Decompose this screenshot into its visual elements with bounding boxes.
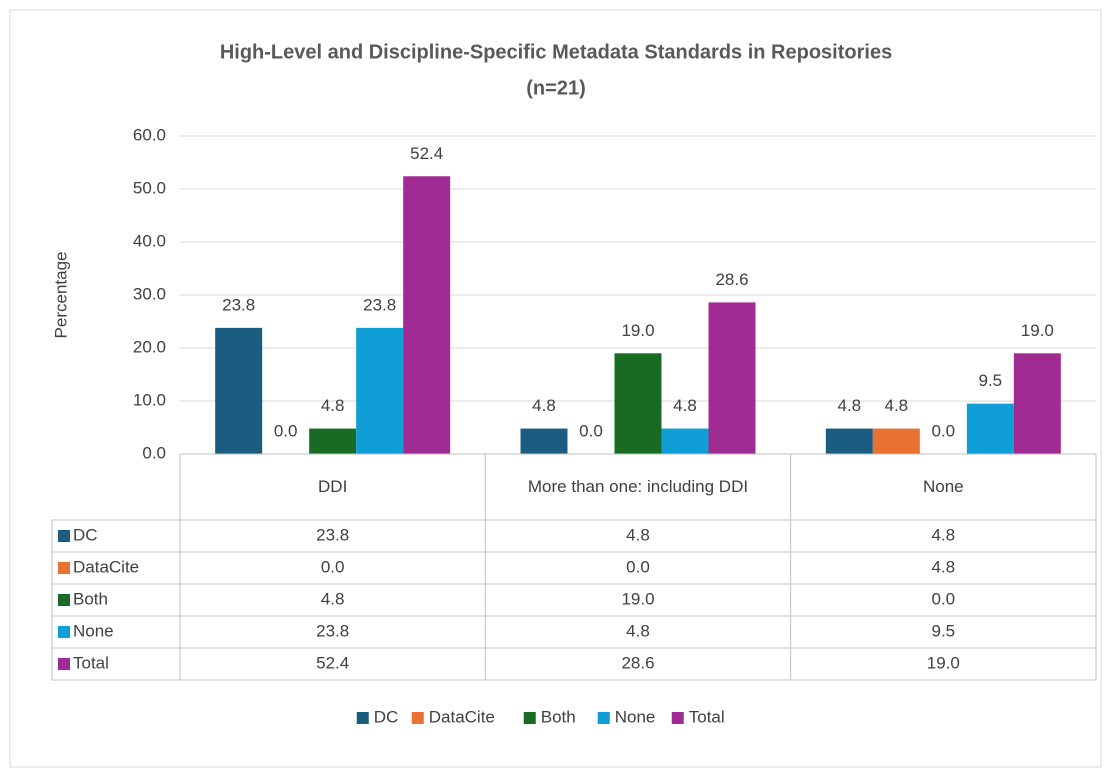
bar	[825, 428, 873, 454]
legend-key	[58, 594, 70, 606]
data-label: 4.8	[838, 396, 862, 415]
table-cell: 9.5	[932, 621, 956, 640]
table-cell: 0.0	[626, 557, 650, 576]
table-cell: 19.0	[927, 653, 960, 672]
data-label: 23.8	[363, 295, 396, 314]
table-cell: 28.6	[621, 653, 654, 672]
legend-key	[58, 562, 70, 574]
data-label: 0.0	[579, 421, 603, 440]
data-label: 0.0	[274, 421, 298, 440]
legend-key	[58, 530, 70, 542]
legend-label: Total	[689, 707, 725, 726]
data-label: 23.8	[222, 295, 255, 314]
data-label: 4.8	[673, 396, 697, 415]
y-tick-label: 50.0	[133, 178, 166, 197]
table-cell: 19.0	[621, 589, 654, 608]
chart-title: High-Level and Discipline-Specific Metad…	[220, 41, 892, 63]
data-label: 28.6	[715, 270, 748, 289]
x-tick-label: More than one: including DDI	[527, 477, 749, 496]
data-label: 0.0	[932, 421, 956, 440]
table-cell: 52.4	[316, 653, 349, 672]
table-cell: 23.8	[316, 621, 349, 640]
data-label: 52.4	[410, 144, 443, 163]
legend-key	[671, 712, 684, 724]
table-cell: 4.8	[321, 589, 345, 608]
bar	[215, 327, 263, 454]
legend-key	[58, 626, 70, 638]
table-cell: 23.8	[316, 525, 349, 544]
table-cell: 4.8	[932, 557, 956, 576]
data-label: 19.0	[1021, 321, 1054, 340]
bar	[661, 428, 709, 454]
y-tick-label: 10.0	[133, 390, 166, 409]
bar	[614, 353, 662, 454]
legend-key	[356, 712, 369, 724]
x-tick-label-box: More than one: including DDI	[527, 477, 749, 496]
legend-key	[58, 658, 70, 670]
x-tick-label: None	[923, 477, 964, 496]
legend-label: DC	[374, 707, 399, 726]
row-label: None	[73, 621, 114, 640]
y-tick-label: 30.0	[133, 284, 166, 303]
legend-label: DataCite	[429, 707, 495, 726]
legend-key	[597, 712, 610, 724]
table-cell: 4.8	[932, 525, 956, 544]
data-label: 4.8	[532, 396, 556, 415]
bar	[356, 327, 404, 454]
x-tick-label-box: None	[923, 477, 964, 496]
row-label: Total	[73, 653, 109, 672]
table-cell: 4.8	[626, 621, 650, 640]
row-label: DataCite	[73, 557, 139, 576]
legend-label: Both	[541, 707, 576, 726]
bar	[1013, 353, 1061, 454]
bar	[966, 403, 1014, 454]
legend-key	[411, 712, 424, 724]
x-tick-label-box: DDI	[318, 477, 348, 496]
data-label: 4.8	[321, 396, 345, 415]
y-tick-label: 60.0	[133, 125, 166, 144]
bar	[872, 428, 920, 454]
y-axis-label: Percentage	[51, 252, 70, 339]
data-label: 4.8	[885, 396, 909, 415]
bar	[309, 428, 357, 454]
data-label: 9.5	[979, 371, 1003, 390]
legend-key	[523, 712, 536, 724]
data-label: 19.0	[621, 321, 654, 340]
table-cell: 0.0	[321, 557, 345, 576]
bar	[520, 428, 568, 454]
y-tick-label: 0.0	[142, 443, 166, 462]
bar	[708, 302, 756, 454]
row-label: Both	[73, 589, 108, 608]
row-label: DC	[73, 525, 98, 544]
legend-label: None	[615, 707, 656, 726]
table-cell: 4.8	[626, 525, 650, 544]
x-tick-label: DDI	[318, 477, 348, 496]
chart-subtitle: (n=21)	[526, 77, 585, 99]
bar	[403, 176, 451, 454]
y-tick-label: 40.0	[133, 231, 166, 250]
y-tick-label: 20.0	[133, 337, 166, 356]
table-cell: 0.0	[932, 589, 956, 608]
